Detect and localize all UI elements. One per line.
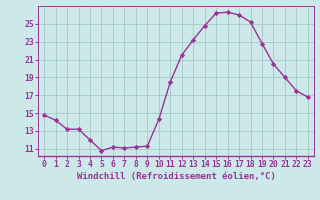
X-axis label: Windchill (Refroidissement éolien,°C): Windchill (Refroidissement éolien,°C) [76,172,276,181]
